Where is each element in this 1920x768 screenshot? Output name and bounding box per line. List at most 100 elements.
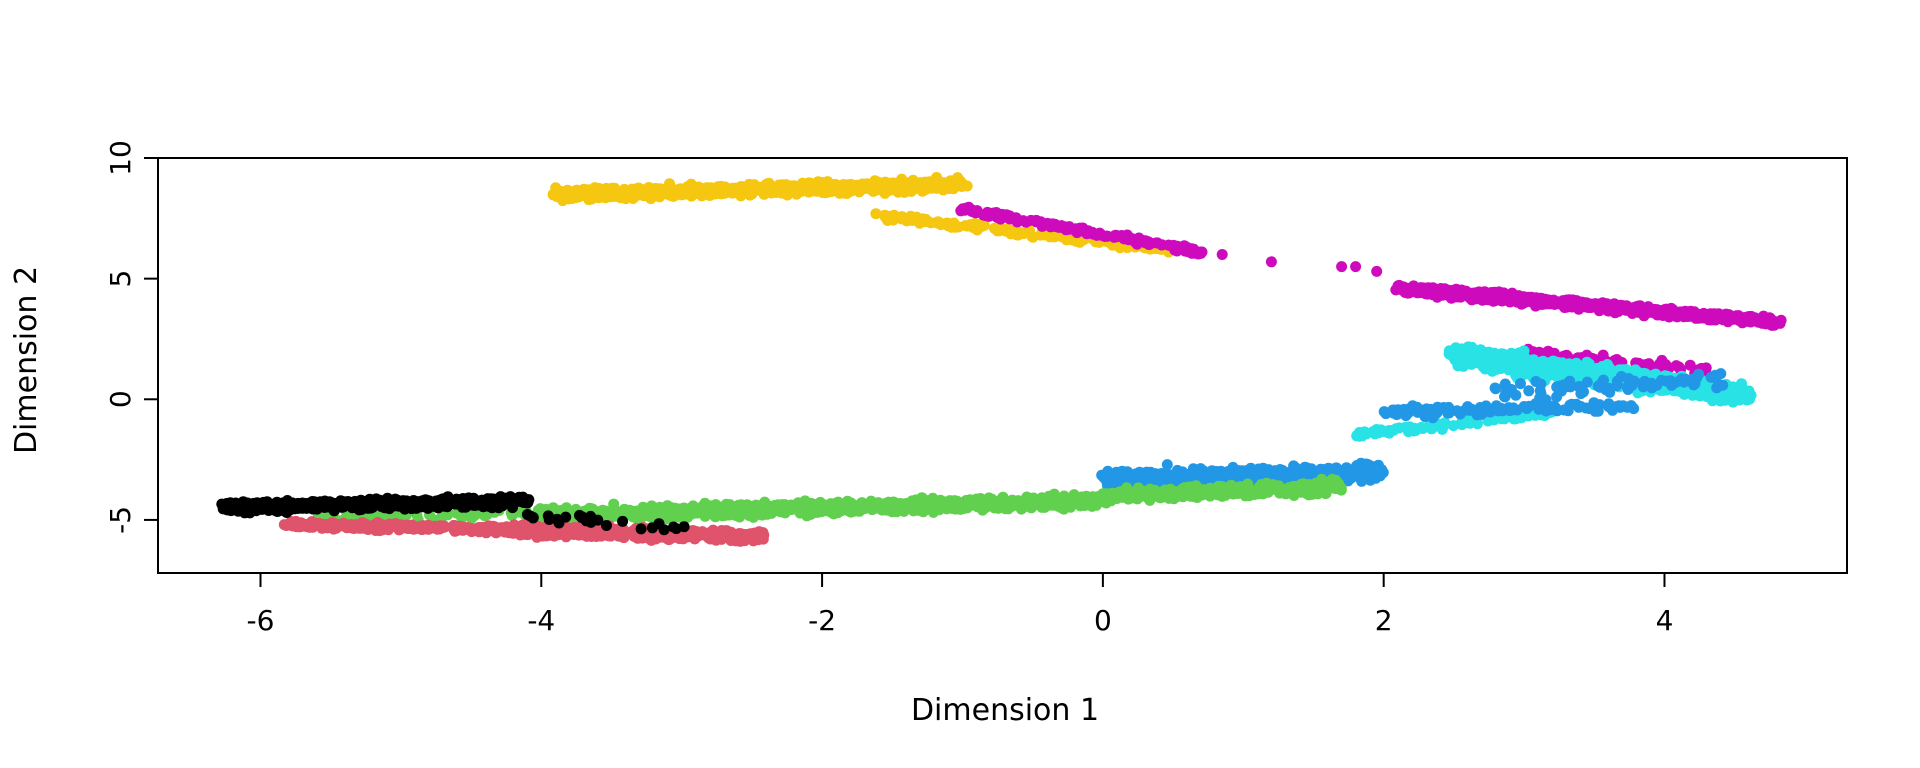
- scatter-point: [1013, 496, 1025, 507]
- scatter-point: [1371, 265, 1383, 277]
- scatter-point: [958, 502, 970, 514]
- scatter-point: [1095, 229, 1107, 240]
- scatter-point: [1604, 362, 1616, 374]
- scatter-point: [1711, 382, 1723, 394]
- scatter-point: [1520, 401, 1532, 413]
- scatter-point: [896, 213, 907, 225]
- scatter-point: [854, 181, 866, 193]
- scatter-point: [1179, 245, 1191, 256]
- scatter-point: [1122, 473, 1134, 485]
- scatter-point: [1516, 367, 1528, 379]
- scatter-point: [1595, 300, 1607, 312]
- scatter-point: [1429, 406, 1441, 417]
- scatter-point: [1378, 406, 1390, 418]
- scatter-point: [1621, 401, 1633, 413]
- points-layer: [216, 172, 1787, 547]
- scatter-point: [917, 213, 929, 225]
- scatter-point: [1371, 424, 1383, 436]
- scatter-point: [1515, 378, 1526, 390]
- scatter-point: [1761, 314, 1773, 326]
- scatter-point: [1439, 418, 1451, 430]
- scatter-point: [1508, 403, 1520, 415]
- scatter-point: [1465, 353, 1477, 365]
- scatter-point: [1471, 418, 1483, 430]
- scatter-point: [1188, 467, 1200, 479]
- scatter-point: [1569, 297, 1581, 309]
- scatter-point: [1443, 407, 1455, 419]
- scatter-point: [1076, 224, 1088, 236]
- scatter-point: [1530, 376, 1542, 387]
- scatter-point: [947, 495, 959, 507]
- scatter-point: [1006, 501, 1017, 512]
- scatter-point: [949, 178, 960, 190]
- scatter-point: [1575, 388, 1587, 400]
- scatter-point: [1216, 249, 1228, 260]
- scatter-point: [1061, 234, 1072, 246]
- scatter-point: [1558, 404, 1570, 416]
- scatter-point: [1570, 398, 1582, 410]
- scatter-point: [658, 509, 670, 521]
- scatter-point: [1026, 231, 1038, 243]
- scatter-point: [1523, 385, 1535, 397]
- scatter-point: [876, 500, 888, 512]
- scatter-point: [605, 509, 617, 521]
- scatter-point: [893, 178, 904, 190]
- scatter-point: [1222, 465, 1234, 477]
- scatter-point: [887, 214, 899, 226]
- scatter-point: [1362, 472, 1374, 483]
- scatter-point: [1679, 373, 1691, 385]
- scatter-point: [1058, 499, 1070, 511]
- scatter-point: [1693, 368, 1705, 380]
- scatter-point: [609, 188, 621, 199]
- scatter-point: [1592, 405, 1604, 417]
- scatter-point: [1110, 229, 1122, 241]
- scatter-point: [725, 184, 737, 196]
- scatter-point: [1145, 237, 1157, 249]
- scatter-point: [1623, 373, 1635, 384]
- scatter-point: [871, 184, 883, 196]
- scatter-point: [1480, 351, 1492, 363]
- scatter-point: [1637, 381, 1649, 393]
- scatter-point: [1030, 214, 1042, 226]
- scatter-point: [932, 216, 944, 228]
- scatter-point: [1383, 425, 1395, 436]
- scatter-point: [1109, 475, 1121, 487]
- scatter-point: [696, 186, 708, 198]
- scatter-point: [814, 506, 826, 518]
- scatter-point: [1512, 296, 1524, 308]
- scatter-point: [1010, 225, 1022, 237]
- scatter-point: [1161, 459, 1173, 471]
- scatter-point: [1663, 309, 1674, 321]
- scatter-point: [1089, 495, 1101, 507]
- scatter-point: [630, 190, 642, 202]
- scatter-point: [1387, 404, 1399, 416]
- scatter-point: [1448, 420, 1459, 432]
- scatter-point: [1542, 361, 1554, 373]
- scatter-point: [1410, 424, 1422, 436]
- scatter-point: [1579, 300, 1591, 312]
- scatter-point: [948, 217, 960, 229]
- scatter-point: [1558, 379, 1570, 391]
- scatter-point: [1491, 292, 1503, 304]
- scatter-point: [1443, 348, 1455, 360]
- scatter-point: [842, 497, 854, 509]
- scatter-point: [678, 186, 690, 197]
- scatter-point: [619, 504, 631, 516]
- series-4: [312, 473, 1347, 530]
- scatter-point: [759, 496, 771, 508]
- scatter-point: [689, 507, 701, 519]
- scatter-point: [1556, 360, 1568, 372]
- scatter-point: [1516, 359, 1528, 371]
- scatter-point: [1169, 244, 1181, 256]
- scatter-point: [1527, 360, 1538, 372]
- scatter-point: [1677, 308, 1689, 320]
- scatter-point: [1584, 365, 1596, 377]
- scatter-point: [1358, 427, 1370, 439]
- scatter-point: [1076, 491, 1088, 503]
- series-1: [955, 201, 1787, 379]
- scatter-point: [996, 500, 1008, 511]
- scatter-point: [1641, 302, 1653, 314]
- scatter-point: [1692, 308, 1704, 320]
- scatter-point: [804, 183, 816, 195]
- scatter-point: [1555, 296, 1567, 308]
